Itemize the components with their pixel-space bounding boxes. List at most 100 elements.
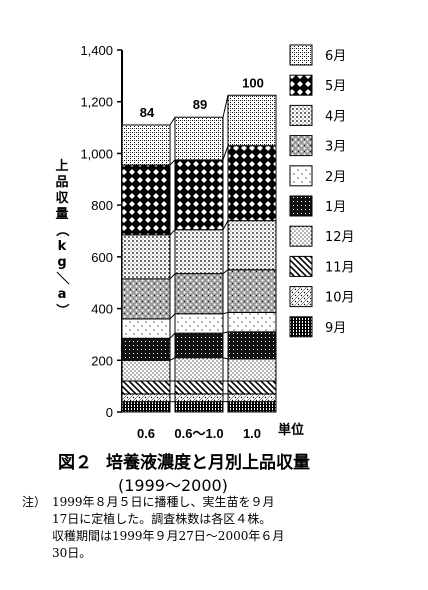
legend-swatch-m5 [289, 74, 313, 96]
y-axis-label-char: ） [54, 303, 70, 316]
y-axis: 0 200 400 600 800 1,000 1,200 1,400 [80, 43, 123, 420]
bar-segment-m4 [174, 229, 224, 275]
y-axis-label-char: 収 [55, 191, 69, 206]
legend-swatch-m3 [289, 135, 313, 157]
bar-segment-m6 [227, 94, 277, 147]
bar-connector [222, 331, 229, 334]
y-tick-label: 0 [106, 405, 113, 420]
bar-connector [169, 273, 176, 280]
bar-connector [169, 332, 176, 339]
y-tick-label: 400 [91, 302, 113, 317]
y-tick-label: 600 [91, 250, 113, 265]
stacked-bars [121, 94, 277, 413]
legend-swatch-m9 [289, 316, 313, 338]
bar-segment-m2 [174, 313, 224, 334]
y-axis-label-char: ／ [54, 271, 70, 284]
legend-label: 10月 [325, 291, 355, 306]
bar-segment-m6 [174, 116, 224, 161]
legend-swatch-m12 [289, 225, 313, 247]
bar-segment-m5 [227, 145, 277, 222]
x-tick-label: 0.6〜1.0 [174, 426, 223, 441]
y-tick-label: 800 [91, 198, 113, 213]
bar-segment-m11 [121, 380, 171, 395]
footnote-label: 注） [22, 495, 47, 509]
bar-segment-m12 [227, 358, 277, 382]
legend-swatch-m1 [289, 195, 313, 217]
bar-connector [222, 145, 229, 161]
legend-label: 4月 [325, 109, 346, 124]
x-tick-label: 1.0 [243, 426, 261, 441]
bar-top-label: 89 [193, 97, 207, 112]
legend-label: 3月 [325, 140, 346, 155]
y-tick-label: 1,400 [80, 43, 113, 58]
bar-segment-m5 [174, 159, 224, 231]
bar-segment-m5 [121, 164, 171, 236]
figure-subtitle: (1999〜2000) [118, 476, 228, 495]
x-tick-label: 0.6 [137, 426, 155, 441]
y-axis-label-char: 品 [55, 175, 68, 190]
y-axis-label-char: （ [54, 223, 70, 236]
bar-segment-m3 [227, 269, 277, 313]
x-axis-unit-label: 単位 [278, 422, 304, 437]
legend-swatch-m2 [289, 165, 313, 187]
figure-title: 培養液濃度と月別上品収量 [106, 453, 310, 473]
bar-connector [169, 229, 176, 236]
bar-connector [222, 269, 229, 275]
bar-segment-m6 [121, 124, 171, 166]
bar-segment-m4 [121, 234, 171, 280]
bar-segment-m12 [174, 357, 224, 382]
bar-segment-m11 [227, 380, 277, 395]
figure-caption: 図２ 培養液濃度と月別上品収量 [58, 448, 310, 473]
bar-segment-m9 [174, 401, 224, 413]
bar-segment-m9 [121, 401, 171, 413]
bar-segment-m2 [227, 311, 277, 333]
legend-label: 6月 [325, 49, 346, 64]
legend: 6月 5月 4月 3月 2月 1月 12月 11月 10月 9月 [289, 44, 355, 338]
bar-segment-m10 [227, 393, 277, 403]
y-tick-label: 200 [91, 353, 113, 368]
bar-connector [222, 311, 229, 315]
bar-segment-m1 [227, 331, 277, 360]
bar-segment-m1 [121, 337, 171, 361]
bar-segment-m2 [121, 318, 171, 339]
y-axis-label-char: 上 [55, 159, 68, 174]
legend-swatch-m10 [289, 286, 313, 308]
y-axis-label-char: k [58, 239, 67, 254]
legend-label: 11月 [325, 260, 355, 275]
legend-label: 1月 [325, 200, 346, 215]
y-axis-label-char: 量 [55, 207, 68, 222]
bar-segment-m3 [174, 273, 224, 315]
chart-canvas: 上品収量（kg／a） 02004006008001,0001,2001,400 … [54, 43, 355, 441]
y-axis-label: 上品収量（ kg／ a） [54, 159, 70, 317]
bar-connector [169, 116, 176, 126]
bar-connector [222, 220, 229, 230]
bar-segment-m9 [227, 401, 277, 413]
bar-connector [222, 357, 229, 360]
legend-label: 5月 [325, 79, 346, 94]
legend-label: 2月 [325, 170, 346, 185]
bar-segment-m12 [121, 359, 171, 382]
figure-number: 図２ [58, 453, 92, 473]
y-axis-label-char: a [58, 287, 67, 302]
bar-connector [169, 357, 176, 361]
footnote-text: 1999年８月５日に播種し、実生苗を９月 17日に定植した。調査株数は各区４株。… [52, 495, 285, 560]
legend-swatch-m11 [289, 255, 313, 277]
bar-top-labels: 84 89 100 [140, 75, 264, 120]
bar-connector [169, 313, 176, 320]
y-tick-label: 1,200 [80, 95, 113, 110]
bar-segment-m11 [174, 380, 224, 395]
legend-label: 9月 [325, 321, 346, 336]
bar-segment-m4 [227, 220, 277, 271]
legend-swatch-m6 [289, 44, 313, 66]
bar-connector [169, 159, 176, 166]
bar-segment-m10 [121, 393, 171, 403]
legend-label: 12月 [325, 230, 355, 245]
y-tick-label: 1,000 [80, 146, 113, 161]
bar-top-label: 100 [242, 75, 264, 90]
bar-top-label: 84 [140, 105, 155, 120]
legend-swatch-m4 [289, 104, 313, 126]
bar-segment-m1 [174, 332, 224, 359]
x-axis-tick-labels: 0.6 0.6〜1.0 1.0 単位 [137, 422, 304, 441]
bar-segment-m10 [174, 393, 224, 403]
bar-segment-m3 [121, 278, 171, 320]
